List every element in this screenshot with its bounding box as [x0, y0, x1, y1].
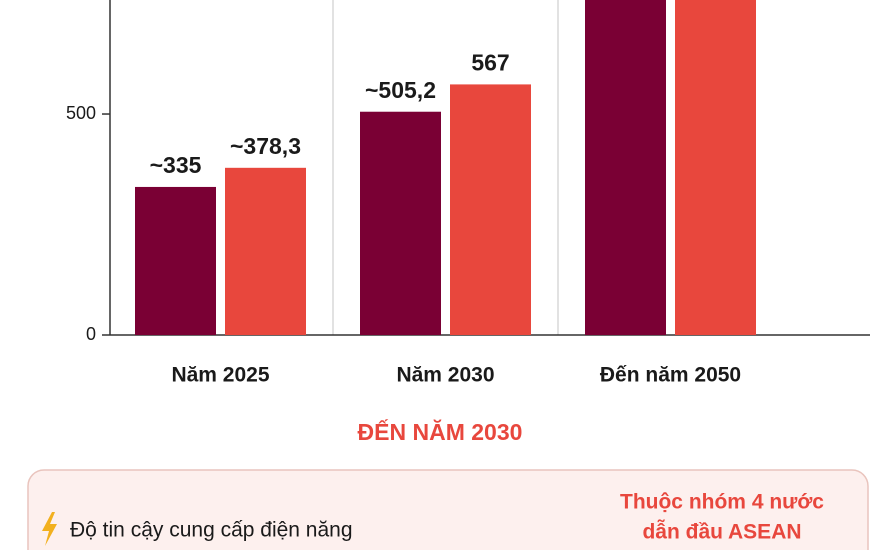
panel-item: Độ tin cậy cung cấp điện năng [70, 519, 353, 542]
value-label: ~378,3 [230, 133, 301, 159]
lightning-icon [42, 512, 57, 546]
bar [225, 167, 306, 335]
value-label: 567 [471, 49, 509, 75]
panel-note: dẫn đầu ASEAN [642, 520, 801, 544]
bar [585, 0, 666, 335]
x-tick-label: Năm 2025 [171, 364, 269, 387]
section-title: ĐẾN NĂM 2030 [358, 418, 523, 445]
bar [135, 186, 216, 335]
x-tick-label: Năm 2030 [396, 364, 494, 387]
value-label: ~335 [150, 152, 202, 178]
bar [675, 0, 756, 335]
x-tick-label: Đến năm 2050 [600, 364, 741, 387]
bar [360, 111, 441, 336]
value-label: ~505,2 [365, 77, 436, 103]
y-tick-label: 500 [66, 103, 96, 123]
info-panel [27, 469, 869, 550]
panel-note: Thuộc nhóm 4 nước [620, 491, 824, 514]
y-tick-label: 0 [86, 324, 96, 344]
bar [450, 84, 531, 335]
